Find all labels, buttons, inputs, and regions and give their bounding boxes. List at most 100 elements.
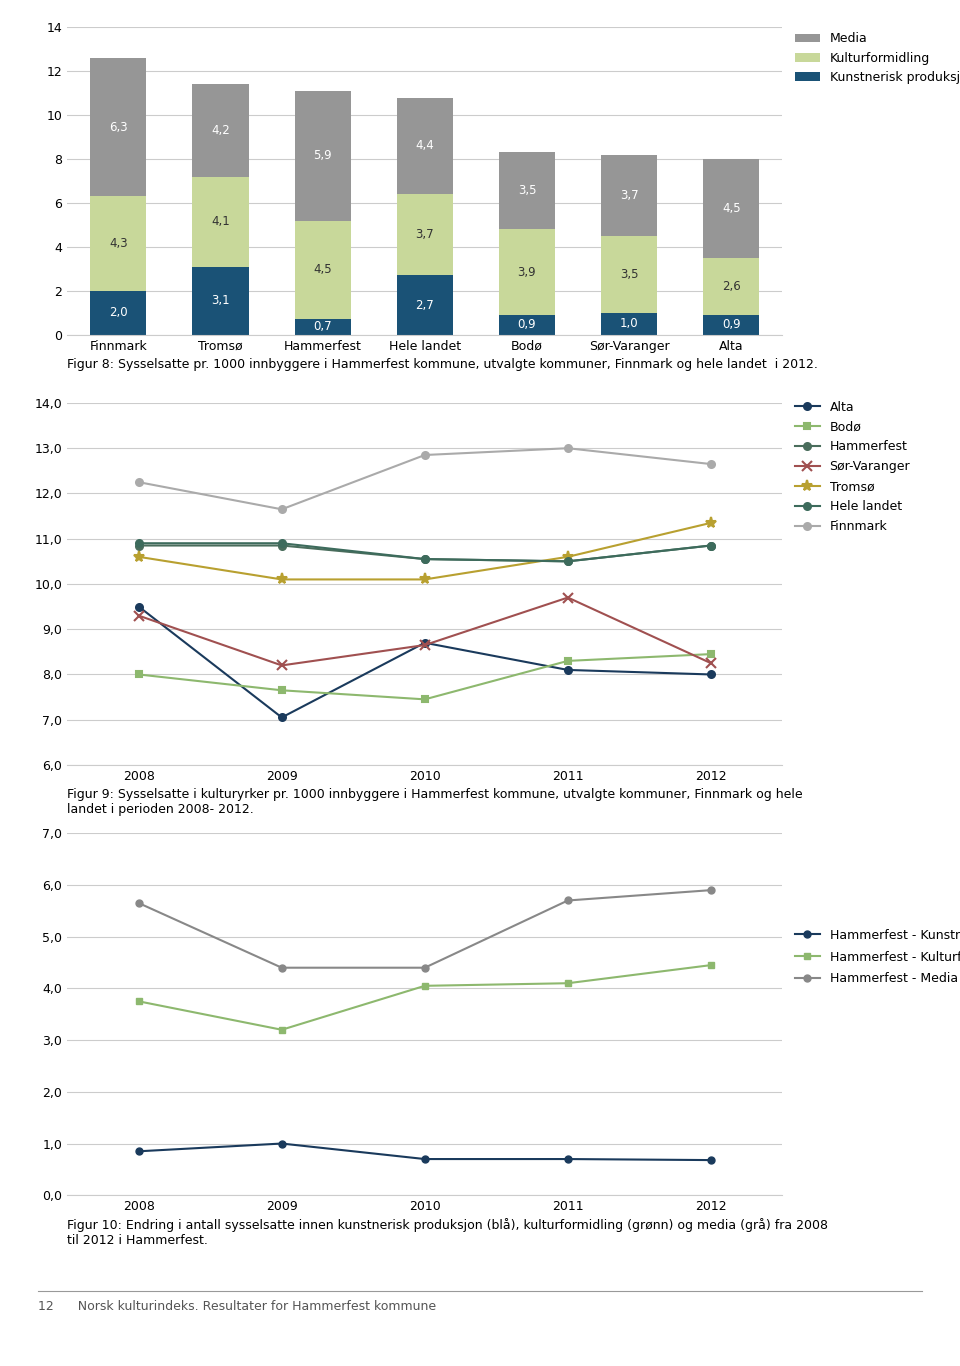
Hammerfest <box>706 537 717 553</box>
Legend: Alta, Bodø, Hammerfest, Sør-Varanger, Tromsø, Hele landet, Finnmark: Alta, Bodø, Hammerfest, Sør-Varanger, Tr… <box>789 396 915 538</box>
Hammerfest - Kunstnerisk produksjon <box>563 1150 574 1167</box>
Bar <box>192 266 249 335</box>
Bodø <box>706 646 717 663</box>
Legend: Hammerfest - Kunstnerisk produksjon, Hammerfest - Kulturformidling, Hammerfest -: Hammerfest - Kunstnerisk produksjon, Ham… <box>789 923 960 990</box>
Hammerfest <box>133 537 145 553</box>
Alta <box>419 635 430 652</box>
Line: Bodø: Bodø <box>135 650 714 703</box>
Bodø <box>419 691 430 708</box>
Bar <box>295 220 350 320</box>
Bar <box>601 313 658 335</box>
Text: 12      Norsk kulturindeks. Resultater for Hammerfest kommune: 12 Norsk kulturindeks. Resultater for Ha… <box>38 1300 437 1314</box>
Hammerfest - Kulturformidling <box>563 975 574 992</box>
Line: Hammerfest - Kulturformidling: Hammerfest - Kulturformidling <box>135 962 714 1033</box>
Text: 3,7: 3,7 <box>416 228 434 242</box>
Finnmark <box>276 501 288 518</box>
Text: 3,5: 3,5 <box>620 268 638 281</box>
Hele landet <box>563 553 574 570</box>
Bar <box>396 276 453 335</box>
Text: Figur 8: Sysselsatte pr. 1000 innbyggere i Hammerfest kommune, utvalgte kommuner: Figur 8: Sysselsatte pr. 1000 innbyggere… <box>67 358 818 372</box>
Hammerfest - Kulturformidling <box>276 1022 288 1038</box>
Hammerfest - Kunstnerisk produksjon <box>419 1150 430 1167</box>
Hele landet <box>133 535 145 552</box>
Text: 2,7: 2,7 <box>416 299 434 311</box>
Text: 1,0: 1,0 <box>620 317 638 331</box>
Finnmark <box>563 440 574 456</box>
Hammerfest - Kunstnerisk produksjon <box>276 1135 288 1152</box>
Text: 6,3: 6,3 <box>109 120 128 134</box>
Text: 2,0: 2,0 <box>109 306 128 320</box>
Hammerfest - Kunstnerisk produksjon <box>706 1152 717 1168</box>
Sør-Varanger <box>706 654 717 671</box>
Hammerfest - Kulturformidling <box>706 958 717 974</box>
Bar <box>192 85 249 176</box>
Line: Alta: Alta <box>135 604 714 721</box>
Tromsø <box>419 571 430 587</box>
Hammerfest - Kunstnerisk produksjon <box>133 1143 145 1160</box>
Hele landet <box>706 537 717 553</box>
Text: 3,1: 3,1 <box>211 294 229 307</box>
Text: 2,6: 2,6 <box>722 280 741 292</box>
Line: Sør-Varanger: Sør-Varanger <box>133 593 716 671</box>
Line: Tromsø: Tromsø <box>133 518 716 585</box>
Hammerfest <box>419 550 430 567</box>
Sør-Varanger <box>419 637 430 653</box>
Text: 4,2: 4,2 <box>211 124 229 137</box>
Bar <box>704 158 759 258</box>
Alta <box>706 667 717 683</box>
Bar <box>295 320 350 335</box>
Text: 3,5: 3,5 <box>517 184 537 197</box>
Finnmark <box>706 456 717 473</box>
Sør-Varanger <box>276 657 288 673</box>
Bodø <box>276 682 288 698</box>
Bar <box>396 97 453 194</box>
Text: 4,5: 4,5 <box>722 202 740 214</box>
Alta <box>563 661 574 678</box>
Tromsø <box>563 549 574 566</box>
Line: Hammerfest - Kunstnerisk produksjon: Hammerfest - Kunstnerisk produksjon <box>135 1141 714 1164</box>
Tromsø <box>133 549 145 566</box>
Tromsø <box>276 571 288 587</box>
Bar <box>396 194 453 276</box>
Alta <box>276 709 288 725</box>
Hammerfest <box>276 537 288 553</box>
Text: 4,3: 4,3 <box>109 238 128 250</box>
Bar <box>295 92 350 220</box>
Bar <box>499 229 555 316</box>
Alta <box>133 598 145 615</box>
Text: 5,9: 5,9 <box>313 149 332 163</box>
Hammerfest - Media <box>419 959 430 975</box>
Sør-Varanger <box>133 608 145 624</box>
Bar <box>90 291 146 335</box>
Text: 4,5: 4,5 <box>313 264 332 276</box>
Hammerfest <box>563 553 574 570</box>
Line: Hammerfest: Hammerfest <box>135 542 714 564</box>
Bar <box>601 236 658 313</box>
Text: 0,7: 0,7 <box>313 321 332 333</box>
Hammerfest - Media <box>133 895 145 911</box>
Legend: Media, Kulturformidling, Kunstnerisk produksjon: Media, Kulturformidling, Kunstnerisk pro… <box>789 27 960 89</box>
Bodø <box>133 667 145 683</box>
Line: Hammerfest - Media: Hammerfest - Media <box>135 887 714 971</box>
Line: Hele landet: Hele landet <box>135 540 714 564</box>
Bar <box>704 258 759 316</box>
Bar <box>90 197 146 291</box>
Text: 3,9: 3,9 <box>517 265 537 279</box>
Hammerfest - Media <box>706 882 717 899</box>
Tromsø <box>706 515 717 531</box>
Text: Figur 10: Endring i antall sysselsatte innen kunstnerisk produksjon (blå), kultu: Figur 10: Endring i antall sysselsatte i… <box>67 1218 828 1247</box>
Text: 4,1: 4,1 <box>211 214 229 228</box>
Bar <box>499 153 555 229</box>
Text: 0,9: 0,9 <box>722 318 740 332</box>
Line: Finnmark: Finnmark <box>135 445 714 512</box>
Finnmark <box>133 474 145 490</box>
Hammerfest - Media <box>276 959 288 975</box>
Sør-Varanger <box>563 589 574 605</box>
Hele landet <box>419 550 430 567</box>
Hammerfest - Kulturformidling <box>419 978 430 994</box>
Text: 4,4: 4,4 <box>416 139 434 153</box>
Hammerfest - Media <box>563 892 574 908</box>
Bodø <box>563 653 574 669</box>
Bar <box>192 176 249 266</box>
Bar <box>704 316 759 335</box>
